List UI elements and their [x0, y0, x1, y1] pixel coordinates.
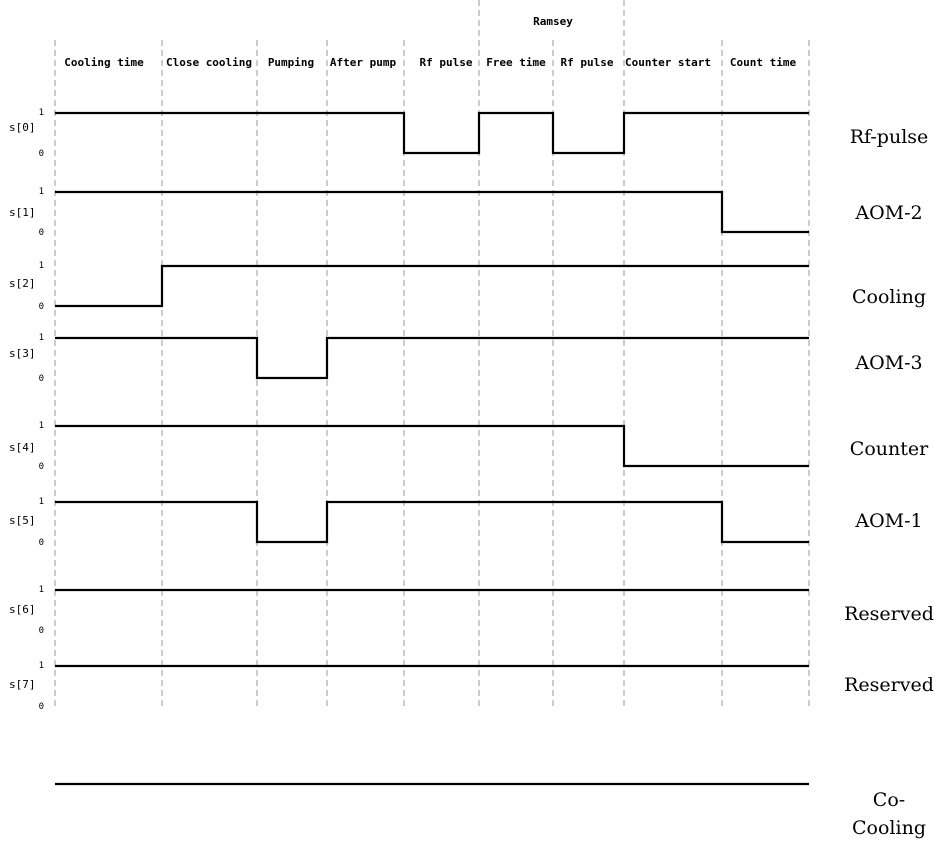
level-low-label: 0: [39, 702, 44, 712]
channel-name: s[7]: [9, 678, 36, 691]
channel-waveform: [55, 264, 809, 308]
channel-row: 1 0s[1] AOM-2: [9, 187, 923, 238]
level-low-label: 0: [39, 228, 44, 238]
signal-name: AOM-2: [854, 202, 922, 224]
phase-label: Rf pulse: [420, 56, 473, 69]
channel-row: 1 0 s[3] AOM-3: [9, 333, 923, 384]
level-low-label: 0: [39, 538, 44, 548]
channel-row: 1 0s[4] Counter: [9, 421, 929, 472]
phase-label: Cooling time: [64, 56, 144, 69]
level-high-label: 1: [39, 661, 44, 671]
phase-dividers: [54, 0, 810, 708]
channel-name: s[2]: [9, 277, 36, 290]
channel-waveform: [55, 500, 809, 544]
channel-name: s[3]: [9, 347, 36, 360]
level-high-label: 1: [39, 585, 44, 595]
co-cooling-label-line-2: Cooling: [852, 817, 926, 839]
ramsey-group-label: Ramsey: [533, 15, 573, 28]
phase-label: After pump: [330, 56, 397, 69]
channel-row: 1 0 s[2] Cooling: [9, 261, 926, 312]
level-high-label: 1: [39, 497, 44, 507]
co-cooling-label-line-1: Co-: [873, 789, 905, 811]
phase-label: Free time: [486, 56, 546, 69]
level-low-label: 0: [39, 626, 44, 636]
channel-waveform: [55, 190, 809, 234]
signal-name: AOM-1: [854, 510, 922, 532]
channel-name: s[0]: [9, 121, 36, 134]
level-high-label: 1: [39, 421, 44, 431]
channel-name: s[5]: [9, 514, 36, 527]
phase-label: Count time: [730, 56, 797, 69]
level-low-label: 0: [39, 302, 44, 312]
signal-name: Rf-pulse: [850, 126, 929, 148]
channel-row: 1 0 s[0] Rf-pulse: [9, 108, 928, 159]
co-cooling-row: Co- Cooling: [55, 782, 926, 839]
signal-name: Cooling: [852, 286, 926, 308]
channel-name: s[6]: [9, 603, 36, 616]
level-low-label: 0: [39, 374, 44, 384]
channel-row: 1 0 s[7] Reserved: [9, 661, 934, 712]
channel-waveform: [55, 111, 809, 155]
phase-label: Counter start: [625, 56, 711, 69]
channel-name: s[1]: [9, 206, 36, 219]
level-high-label: 1: [39, 187, 44, 197]
channel-waveform: [55, 336, 809, 380]
signal-name: Reserved: [844, 603, 934, 625]
signal-name: Counter: [850, 438, 929, 460]
level-high-label: 1: [39, 261, 44, 271]
signal-name: AOM-3: [854, 352, 922, 374]
channel-row: 1 0 s[5] AOM-1: [9, 497, 923, 548]
phase-label: Rf pulse: [561, 56, 614, 69]
level-low-label: 0: [39, 462, 44, 472]
level-low-label: 0: [39, 149, 44, 159]
level-high-label: 1: [39, 333, 44, 343]
phase-label: Pumping: [268, 56, 314, 69]
phase-label: Close cooling: [166, 56, 252, 69]
phase-labels: Cooling time Close cooling Pumping After pu…: [64, 56, 796, 69]
signal-name: Reserved: [844, 674, 934, 696]
level-high-label: 1: [39, 108, 44, 118]
channel-row: 1 0s[6] Reserved: [9, 585, 934, 636]
channel-waveform: [55, 424, 809, 468]
channel-name: s[4]: [9, 441, 36, 454]
